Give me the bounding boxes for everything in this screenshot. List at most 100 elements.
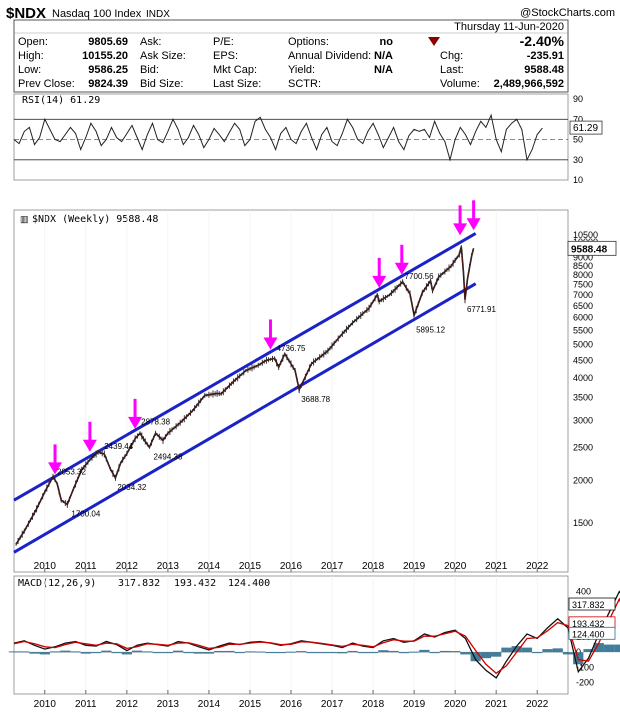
magenta-arrow-head bbox=[82, 439, 97, 452]
macd-histogram-bar bbox=[162, 652, 174, 654]
macd-histogram-bar bbox=[8, 651, 20, 653]
macd-x-tick-label: 2014 bbox=[198, 699, 221, 710]
macd-last-value-signal: 193.432 bbox=[572, 619, 605, 629]
macd-histogram-bar bbox=[214, 650, 225, 653]
price-tick-label: 6000 bbox=[573, 313, 593, 323]
macd-histogram-bar bbox=[80, 652, 91, 654]
macd-x-tick-label: 2022 bbox=[526, 699, 549, 710]
macd-histogram-bar bbox=[491, 652, 502, 657]
sctr-label: SCTR: bbox=[288, 78, 321, 90]
macd-histogram-bar bbox=[501, 647, 512, 653]
ask-size-label: Ask Size: bbox=[140, 50, 186, 62]
price-annotation: 2053.32 bbox=[57, 468, 86, 477]
price-last-value-box bbox=[567, 240, 617, 256]
yield-label: Yield: bbox=[288, 64, 315, 76]
macd-panel: MACD(12,26,9) 317.832 193.432 124.400 40… bbox=[8, 575, 620, 710]
options-value: no bbox=[380, 36, 394, 48]
price-x-tick-label: 2012 bbox=[116, 561, 139, 572]
options-label: Options: bbox=[288, 36, 329, 48]
macd-histogram-bar bbox=[244, 651, 256, 653]
macd-histogram-bar bbox=[347, 650, 358, 653]
magenta-arrow-head bbox=[394, 262, 409, 275]
macd-x-tick-label: 2012 bbox=[116, 699, 139, 710]
eps-label: EPS: bbox=[213, 50, 238, 62]
macd-last-value-macd: 317.832 bbox=[572, 600, 605, 610]
rsi-tick-label: 10 bbox=[573, 175, 583, 185]
macd-histogram-bar bbox=[480, 652, 492, 659]
price-annotation: 3688.78 bbox=[301, 395, 330, 404]
macd-line-signal bbox=[13, 597, 620, 675]
price-tick-label: 2000 bbox=[573, 475, 593, 485]
macd-x-tick-label: 2018 bbox=[362, 699, 385, 710]
magenta-arrow-head bbox=[466, 218, 481, 231]
yield-value: N/A bbox=[374, 64, 393, 76]
index-name: Nasdaq 100 Index bbox=[52, 8, 142, 20]
magenta-arrow-head bbox=[263, 337, 278, 350]
macd-histogram-bar bbox=[29, 652, 40, 654]
price-tick-label: 7000 bbox=[573, 290, 593, 300]
macd-x-tick-label: 2017 bbox=[321, 699, 344, 710]
macd-histogram-bar bbox=[562, 652, 574, 655]
macd-histogram-bar bbox=[101, 650, 112, 653]
macd-histogram-bar bbox=[111, 652, 122, 654]
macd-x-tick-label: 2010 bbox=[34, 699, 57, 710]
percent-change: -2.40% bbox=[520, 33, 565, 49]
rsi-tick-label: 70 bbox=[573, 114, 583, 124]
price-annotation: 2034.32 bbox=[117, 483, 146, 492]
macd-histogram-bar bbox=[60, 650, 71, 653]
low-value: 9586.25 bbox=[88, 64, 128, 76]
macd-x-tick-label: 2011 bbox=[75, 699, 97, 710]
price-annotation: 1700.04 bbox=[71, 509, 100, 518]
macd-histogram-bar bbox=[542, 649, 553, 653]
price-tick-label: 7500 bbox=[573, 280, 593, 290]
price-close-line bbox=[15, 246, 474, 545]
macd-histogram-bar bbox=[224, 650, 235, 653]
macd-histogram-bar bbox=[470, 652, 481, 662]
dividend-label: Annual Dividend: bbox=[288, 50, 371, 62]
price-last-value: 9588.48 bbox=[571, 244, 608, 255]
price-title: $NDX (Weekly) 9588.48 bbox=[32, 214, 158, 225]
macd-histogram-bar bbox=[173, 650, 184, 653]
chg-label: Chg: bbox=[440, 50, 463, 62]
macd-histogram-bar bbox=[326, 652, 338, 654]
bid-label: Bid: bbox=[140, 64, 159, 76]
magenta-arrow-head bbox=[128, 416, 143, 429]
macd-histogram-bar bbox=[142, 651, 153, 653]
watermark: @StockCharts.com bbox=[520, 7, 615, 19]
macd-histogram-bar bbox=[19, 651, 30, 653]
price-x-tick-label: 2015 bbox=[239, 561, 262, 572]
macd-histogram-bar bbox=[398, 652, 409, 654]
price-annotation: 2878.38 bbox=[141, 417, 170, 426]
macd-histogram-bar bbox=[603, 644, 615, 653]
macd-histogram-bar bbox=[532, 652, 543, 654]
macd-histogram-bar bbox=[183, 652, 194, 654]
macd-histogram-bar bbox=[70, 651, 81, 653]
macd-histogram-bar bbox=[552, 648, 563, 653]
macd-histogram-bar bbox=[296, 651, 307, 653]
price-tick-label: 2500 bbox=[573, 442, 593, 452]
volume-label: Volume: bbox=[440, 78, 480, 90]
price-tick-label: 8000 bbox=[573, 270, 593, 280]
price-x-tick-label: 2011 bbox=[75, 561, 97, 572]
macd-histogram-bar bbox=[450, 651, 461, 653]
pe-label: P/E: bbox=[213, 36, 234, 48]
macd-x-tick-label: 2021 bbox=[485, 699, 508, 710]
prev-close-label: Prev Close: bbox=[18, 78, 75, 90]
macd-histogram-bar bbox=[357, 652, 368, 654]
macd-last-box-hist bbox=[568, 626, 616, 640]
rsi-tick-label: 30 bbox=[573, 155, 583, 165]
bid-size-label: Bid Size: bbox=[140, 78, 183, 90]
price-x-tick-label: 2022 bbox=[526, 561, 549, 572]
macd-histogram-bar bbox=[388, 650, 399, 653]
magenta-arrow-head bbox=[48, 462, 63, 475]
macd-histogram-bar bbox=[521, 647, 533, 653]
macd-x-tick-label: 2013 bbox=[157, 699, 180, 710]
macd-title-macd: 317.832 bbox=[118, 578, 160, 589]
price-tick-label: 3000 bbox=[573, 415, 593, 425]
price-x-tick-label: 2010 bbox=[34, 561, 57, 572]
macd-histogram-bar bbox=[152, 652, 163, 654]
price-x-tick-label: 2013 bbox=[157, 561, 180, 572]
low-label: Low: bbox=[18, 64, 41, 76]
last-label: Last: bbox=[440, 64, 464, 76]
